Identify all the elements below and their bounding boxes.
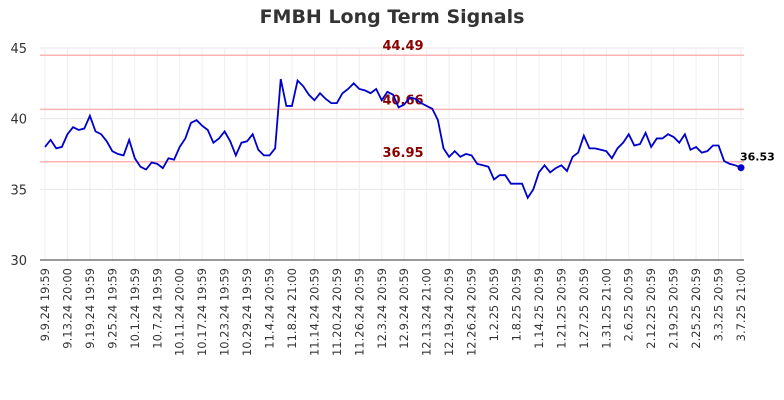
x-tick-label: 1.8.25 20:59 [509,268,523,341]
x-tick-label: 2.19.25 20:59 [667,268,681,349]
x-tick-label: 3.3.25 20:59 [712,268,726,341]
x-tick-label: 1.21.25 20:59 [554,268,568,349]
x-tick-label: 9.13.24 20:00 [60,268,74,349]
x-tick-label: 12.9.24 20:59 [397,268,411,349]
x-tick-label: 2.6.25 20:59 [622,268,636,341]
x-tick-label: 11.4.24 20:59 [263,268,277,349]
x-tick-label: 10.23.24 19:59 [218,268,232,356]
last-point-marker [737,164,745,172]
y-tick-label: 45 [10,42,27,57]
x-tick-label: 10.1.24 19:59 [128,268,142,349]
x-tick-label: 9.19.24 19:59 [83,268,97,349]
x-tick-label: 9.25.24 19:59 [105,268,119,349]
x-tick-label: 11.14.24 20:59 [307,268,321,356]
x-tick-label: 12.3.24 20:59 [375,268,389,349]
x-tick-label: 10.17.24 19:59 [195,268,209,356]
x-tick-label: 10.7.24 19:59 [150,268,164,349]
x-tick-label: 1.14.25 20:59 [532,268,546,349]
x-tick-label: 2.25.25 20:59 [689,268,703,349]
chart-title: FMBH Long Term Signals [259,6,525,28]
x-tick-label: 12.13.24 21:00 [420,268,434,356]
price-series-line [44,78,742,200]
x-tick-label: 1.2.25 20:59 [487,268,501,341]
x-tick-label: 10.29.24 19:59 [240,268,254,356]
x-tick-label: 2.12.25 20:59 [644,268,658,349]
last-point-label: 36.53 [740,151,775,164]
x-tick-label: 3.7.25 21:00 [734,268,748,341]
x-tick-label: 10.11.24 20:00 [173,268,187,356]
x-tick-label: 12.26.24 20:59 [465,268,479,356]
x-tick-label: 11.20.24 20:59 [330,268,344,356]
signal-label: 36.95 [382,146,423,161]
y-tick-label: 40 [10,113,27,128]
y-tick-label: 35 [10,183,27,198]
signal-label: 44.49 [382,39,423,54]
x-tick-label: 11.26.24 20:59 [352,268,366,356]
x-tick-label: 1.31.25 21:00 [599,268,613,349]
x-tick-label: 11.8.24 21:00 [285,268,299,349]
x-tick-label: 9.9.24 19:59 [38,268,52,341]
x-tick-label: 12.19.24 20:59 [442,268,456,356]
signal-label: 40.66 [382,93,423,108]
y-tick-label: 30 [10,254,27,269]
x-tick-label: 1.27.25 20:59 [577,268,591,349]
